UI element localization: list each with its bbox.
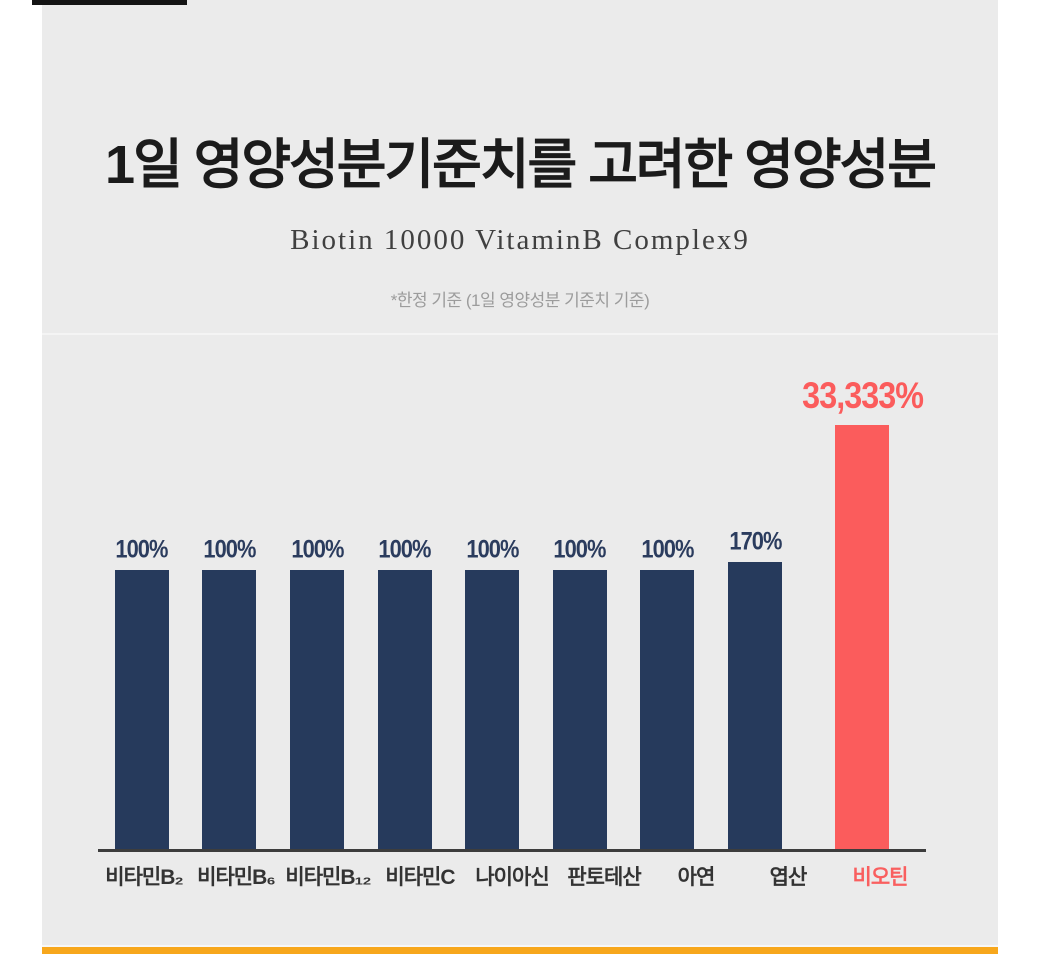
bar-column: 33,333% — [799, 375, 926, 851]
bar-value-label: 100% — [290, 534, 344, 563]
bar-value-label: 100% — [466, 534, 519, 563]
bar-column: 100% — [273, 534, 361, 851]
bar-value-label: 33,333% — [801, 375, 924, 417]
bar-column: 100% — [361, 534, 449, 851]
bar-value-label: 100% — [378, 534, 432, 563]
page-title: 1일 영양성분기준치를 고려한 영양성분 — [105, 135, 937, 195]
bar-column: 100% — [624, 534, 712, 851]
category-label: 비타민B₂ — [105, 866, 183, 889]
bar-chart: 100% 100% 100% 100% 100% 100% 100% 170% 33,333% — [98, 0, 926, 851]
top-accent-bar — [32, 0, 187, 5]
bar — [640, 570, 695, 851]
category-label: 비오틴 — [852, 866, 909, 889]
bar-value-label: 100% — [553, 534, 607, 563]
bottom-strip — [42, 945, 998, 947]
bar-column: 100% — [186, 534, 274, 851]
category-label: 판토테산 — [567, 866, 641, 889]
bar-value-label: 100% — [203, 534, 256, 563]
bar-column: 170% — [711, 526, 799, 851]
axis-baseline — [98, 849, 926, 852]
bar-column: 100% — [536, 534, 624, 851]
bar-value-label: 100% — [115, 534, 169, 563]
bar-value-label: 100% — [641, 534, 694, 563]
category-axis: 비타민B₂ 비타민B₆ 비타민B₁₂ 비타민C 나이아신 판토테산 아연 엽산 비오틴 — [98, 861, 926, 891]
category-label: 아연 — [677, 866, 716, 889]
category-label: 비타민C — [385, 866, 455, 889]
bar — [465, 570, 520, 851]
category-label: 엽산 — [769, 866, 808, 889]
bar — [114, 570, 169, 851]
bar — [552, 570, 607, 851]
bar-value-label: 170% — [728, 526, 782, 555]
category-label: 비타민B₆ — [197, 866, 276, 889]
category-label: 비타민B₁₂ — [285, 866, 371, 889]
section-divider — [42, 333, 998, 335]
category-label: 나이아신 — [475, 866, 549, 889]
bar — [202, 570, 257, 851]
bar — [289, 570, 344, 851]
bar — [835, 425, 890, 851]
product-subtitle: Biotin 10000 VitaminB Complex9 — [290, 224, 750, 256]
bar-column: 100% — [98, 534, 186, 851]
bar-column: 100% — [448, 534, 536, 851]
bottom-accent-bar — [42, 947, 998, 954]
footnote: *한정 기준 (1일 영양성분 기준치 기준) — [390, 291, 650, 310]
bar — [727, 562, 782, 851]
bar — [377, 570, 432, 851]
